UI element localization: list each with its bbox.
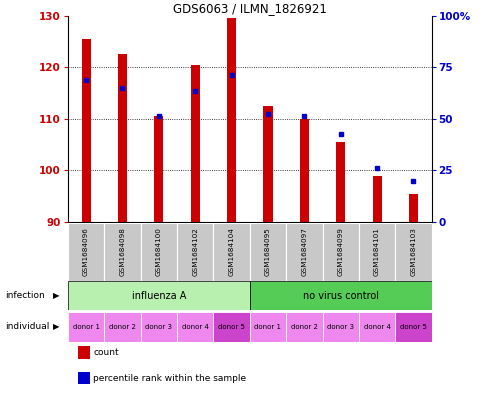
Bar [322, 312, 358, 342]
Bar [68, 223, 104, 281]
Bar [104, 223, 140, 281]
Text: GSM1684103: GSM1684103 [409, 228, 416, 276]
Text: count: count [93, 348, 119, 357]
Bar [227, 18, 236, 222]
Title: GDS6063 / ILMN_1826921: GDS6063 / ILMN_1826921 [172, 2, 326, 15]
Bar [177, 223, 213, 281]
Bar [263, 106, 272, 222]
Text: donor 4: donor 4 [182, 324, 208, 330]
Bar [68, 281, 249, 310]
Bar [322, 223, 358, 281]
Bar [408, 194, 417, 222]
Bar [335, 142, 345, 222]
Text: percentile rank within the sample: percentile rank within the sample [93, 374, 246, 382]
Text: influenza A: influenza A [131, 291, 186, 301]
Text: ▶: ▶ [52, 323, 59, 331]
Bar [249, 223, 286, 281]
Bar [286, 223, 322, 281]
Bar [299, 119, 308, 222]
Bar [249, 281, 431, 310]
Text: GSM1684104: GSM1684104 [228, 228, 234, 276]
Text: donor 4: donor 4 [363, 324, 390, 330]
Text: ▶: ▶ [52, 291, 59, 300]
Text: GSM1684102: GSM1684102 [192, 228, 198, 276]
Text: donor 2: donor 2 [109, 324, 136, 330]
Text: donor 5: donor 5 [218, 324, 244, 330]
Bar [81, 39, 91, 222]
Bar [213, 312, 249, 342]
Text: GSM1684100: GSM1684100 [155, 228, 162, 276]
Bar [177, 312, 213, 342]
Bar [118, 54, 127, 222]
Text: donor 5: donor 5 [399, 324, 426, 330]
Text: no virus control: no virus control [302, 291, 378, 301]
Bar [104, 312, 140, 342]
Bar [68, 312, 104, 342]
Bar [140, 223, 177, 281]
Text: GSM1684095: GSM1684095 [264, 228, 271, 276]
Bar [372, 176, 381, 222]
Bar [190, 65, 199, 222]
Text: GSM1684097: GSM1684097 [301, 228, 307, 276]
Bar [358, 223, 394, 281]
Bar [394, 223, 431, 281]
Text: GSM1684099: GSM1684099 [337, 228, 343, 276]
Text: donor 1: donor 1 [254, 324, 281, 330]
Bar [358, 312, 394, 342]
Text: GSM1684098: GSM1684098 [119, 228, 125, 276]
Bar [286, 312, 322, 342]
Bar [140, 312, 177, 342]
Text: GSM1684096: GSM1684096 [83, 228, 89, 276]
Bar [394, 312, 431, 342]
Bar [249, 312, 286, 342]
Text: GSM1684101: GSM1684101 [373, 228, 379, 276]
Text: donor 2: donor 2 [290, 324, 317, 330]
Text: donor 3: donor 3 [327, 324, 353, 330]
Text: infection: infection [5, 291, 45, 300]
Bar [154, 116, 163, 222]
Bar [213, 223, 249, 281]
Text: donor 1: donor 1 [73, 324, 99, 330]
Text: individual: individual [5, 323, 49, 331]
Text: donor 3: donor 3 [145, 324, 172, 330]
